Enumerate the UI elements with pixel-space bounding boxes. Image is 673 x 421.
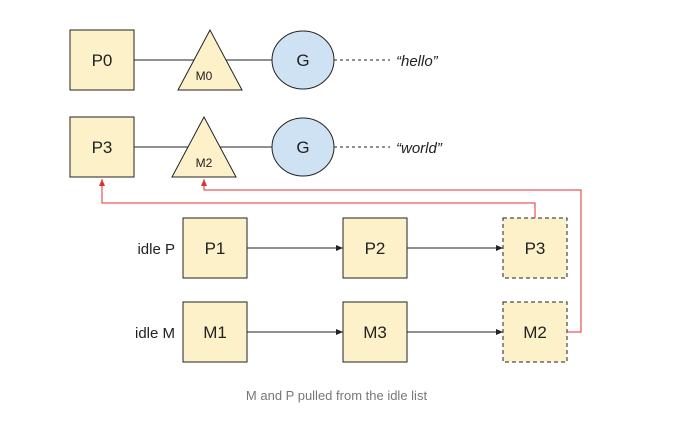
idle-m-label: idle M bbox=[135, 325, 175, 342]
idle-m-item-label: M2 bbox=[523, 323, 547, 342]
idle-p-item-p1 bbox=[182, 217, 248, 279]
idle-p-item-label: P1 bbox=[205, 239, 226, 258]
pull-m2-arrow bbox=[201, 179, 582, 333]
row2-m-triangle bbox=[171, 115, 237, 178]
row1-value: “hello” bbox=[396, 53, 439, 70]
row1-g-label: G bbox=[296, 51, 309, 70]
diagram-caption: M and P pulled from the idle list bbox=[245, 388, 428, 403]
pull-p3-arrow bbox=[99, 179, 536, 218]
idle-m-item-m1 bbox=[182, 301, 248, 363]
idle-p-item-label: P3 bbox=[525, 239, 546, 258]
row2-m-label: M2 bbox=[196, 156, 213, 170]
idle-m-item-label: M3 bbox=[363, 323, 387, 342]
row1-p-box bbox=[69, 29, 135, 91]
row2-p-box bbox=[69, 116, 135, 178]
idle-m-item-m3 bbox=[342, 301, 408, 363]
idle-m-item-label: M1 bbox=[203, 323, 227, 342]
row1-m-label: M0 bbox=[196, 69, 213, 83]
row2-p-label: P3 bbox=[92, 138, 113, 157]
row1-m-triangle bbox=[177, 28, 243, 91]
idle-p-item-label: P2 bbox=[365, 239, 386, 258]
row2-value: “world” bbox=[396, 140, 443, 157]
idle-m-item-m2-pulled bbox=[502, 301, 568, 363]
idle-p-label: idle P bbox=[137, 241, 175, 258]
row1-p-label: P0 bbox=[92, 51, 113, 70]
idle-p-item-p2 bbox=[342, 217, 408, 279]
row2-g-circle bbox=[271, 117, 335, 177]
idle-p-item-p3-pulled bbox=[502, 217, 568, 279]
row2-g-label: G bbox=[296, 138, 309, 157]
row1-g-circle bbox=[271, 30, 335, 90]
